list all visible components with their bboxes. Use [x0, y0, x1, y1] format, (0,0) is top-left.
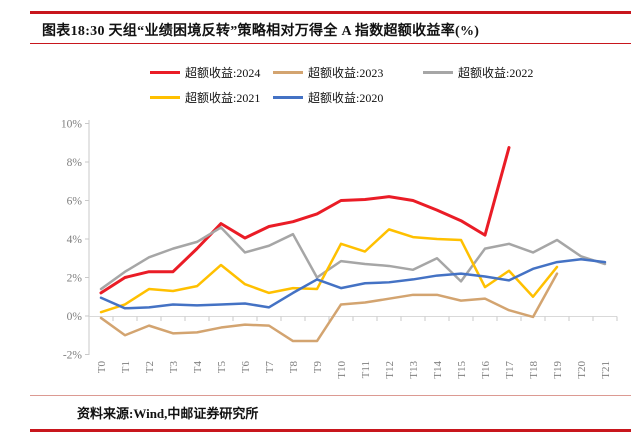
x-tick-label: T12	[384, 361, 396, 379]
x-tick-label: T17	[504, 361, 516, 379]
legend-label: 超额收益:2021	[185, 91, 261, 105]
y-axis-labels: 10% 8% 6% 4% 2% 0% -2%	[61, 119, 89, 362]
top-red-rule	[30, 11, 631, 14]
series-line-2023	[99, 272, 559, 343]
x-tick-label: T18	[528, 361, 540, 379]
x-tick-label: T11	[360, 361, 372, 378]
y-tick-label: 4%	[67, 234, 83, 246]
x-tick-label: T7	[264, 361, 276, 374]
series-line-2021	[99, 228, 559, 314]
x-tick-label: T14	[432, 361, 444, 379]
figure-bottom-rule	[30, 395, 631, 396]
x-tick-label: T4	[192, 361, 204, 374]
legend-item-2021: 超额收益:2021	[150, 90, 260, 105]
x-tick-label: T0	[96, 361, 108, 374]
x-tick-label: T8	[288, 361, 300, 374]
y-tick-label: 10%	[61, 119, 83, 131]
legend-item-2023: 超额收益:2023	[273, 65, 383, 80]
x-tick-label: T16	[480, 361, 492, 379]
series-line-2020	[99, 257, 607, 310]
x-tick-label: T15	[456, 361, 468, 379]
x-tick-label: T3	[168, 361, 180, 374]
series-line-2024	[99, 146, 511, 295]
legend-label: 超额收益:2022	[458, 66, 534, 80]
x-tick-label: T20	[576, 361, 588, 379]
x-tick-label: T5	[216, 361, 228, 374]
y-tick-label: 8%	[67, 157, 83, 169]
x-tick-label: T19	[552, 361, 564, 379]
x-tick-label: T13	[408, 361, 420, 379]
legend-line-swatch	[273, 96, 303, 99]
figure-title: 图表18:30 天组“业绩困境反转”策略相对万得全 A 指数超额收益率(%)	[42, 24, 480, 39]
legend-item-2022: 超额收益:2022	[423, 65, 533, 80]
legend-item-2024: 超额收益:2024	[150, 65, 260, 80]
series-line-2022	[99, 226, 607, 291]
y-tick-label: -2%	[63, 350, 83, 362]
x-axis-labels: T0 T1 T2 T3 T4 T5 T6 T7 T8 T9 T10 T11 T12 T13 T14 T15 T1…	[96, 361, 612, 379]
x-tick-label: T10	[336, 361, 348, 379]
x-tick-label: T6	[240, 361, 252, 374]
y-tick-label: 2%	[67, 273, 83, 285]
legend-line-swatch	[150, 96, 180, 99]
legend-label: 超额收益:2023	[308, 66, 384, 80]
legend-line-swatch	[273, 71, 303, 74]
source-note: 资料来源:Wind,中邮证券研究所	[77, 406, 259, 421]
legend-label: 超额收益:2024	[185, 66, 261, 80]
axes	[88, 120, 618, 355]
title-underline-rule	[30, 43, 631, 44]
legend-item-2020: 超额收益:2020	[273, 90, 383, 105]
y-tick-label: 0%	[67, 311, 83, 323]
page-bottom-red-rule	[30, 429, 631, 432]
x-tick-label: T9	[312, 361, 324, 374]
legend-label: 超额收益:2020	[308, 91, 384, 105]
x-tick-label: T2	[144, 361, 156, 373]
y-tick-label: 6%	[67, 196, 83, 208]
x-tick-label: T21	[600, 361, 612, 379]
legend-line-swatch	[423, 71, 453, 74]
legend-line-swatch	[150, 71, 180, 74]
x-tick-label: T1	[120, 361, 132, 373]
